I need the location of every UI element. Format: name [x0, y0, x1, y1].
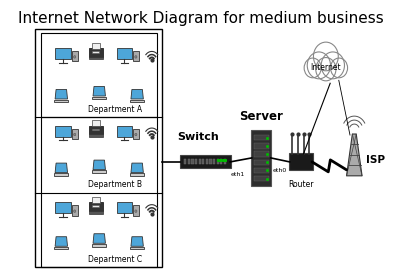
Polygon shape: [131, 163, 143, 173]
Text: eth0: eth0: [272, 168, 287, 173]
FancyBboxPatch shape: [130, 247, 144, 249]
Polygon shape: [55, 163, 67, 173]
FancyBboxPatch shape: [220, 159, 222, 164]
Circle shape: [73, 210, 75, 213]
Polygon shape: [93, 234, 105, 243]
FancyBboxPatch shape: [91, 197, 100, 203]
FancyBboxPatch shape: [130, 173, 144, 176]
Text: eth1: eth1: [230, 172, 245, 177]
FancyBboxPatch shape: [253, 168, 268, 173]
FancyBboxPatch shape: [55, 48, 71, 59]
FancyBboxPatch shape: [116, 48, 132, 59]
Text: Department C: Department C: [87, 255, 142, 264]
Polygon shape: [131, 89, 143, 99]
FancyBboxPatch shape: [213, 159, 215, 164]
Text: Internet: Internet: [310, 63, 340, 72]
Polygon shape: [55, 89, 67, 99]
Circle shape: [306, 52, 330, 79]
FancyBboxPatch shape: [92, 129, 99, 130]
FancyBboxPatch shape: [89, 57, 102, 59]
FancyBboxPatch shape: [253, 151, 268, 157]
FancyBboxPatch shape: [54, 247, 68, 249]
FancyBboxPatch shape: [71, 205, 77, 216]
Text: Internet Network Diagram for medium business: Internet Network Diagram for medium busi…: [18, 11, 383, 26]
Circle shape: [330, 58, 347, 78]
FancyBboxPatch shape: [133, 129, 138, 139]
FancyBboxPatch shape: [89, 134, 102, 137]
FancyBboxPatch shape: [133, 51, 138, 61]
FancyBboxPatch shape: [55, 202, 71, 213]
FancyBboxPatch shape: [91, 43, 100, 48]
Circle shape: [315, 58, 335, 81]
FancyBboxPatch shape: [71, 51, 77, 61]
Text: Router: Router: [288, 180, 313, 189]
FancyBboxPatch shape: [89, 126, 102, 134]
FancyBboxPatch shape: [184, 159, 186, 164]
Polygon shape: [93, 160, 105, 170]
Text: ISP: ISP: [365, 155, 385, 165]
FancyBboxPatch shape: [253, 176, 268, 181]
FancyBboxPatch shape: [216, 159, 218, 164]
Circle shape: [134, 210, 137, 213]
FancyBboxPatch shape: [92, 170, 106, 173]
FancyBboxPatch shape: [202, 159, 204, 164]
Circle shape: [73, 56, 75, 58]
Text: Department A: Department A: [87, 105, 142, 114]
FancyBboxPatch shape: [223, 159, 225, 164]
FancyBboxPatch shape: [253, 135, 268, 140]
FancyBboxPatch shape: [191, 159, 193, 164]
FancyBboxPatch shape: [92, 97, 106, 99]
FancyBboxPatch shape: [198, 159, 200, 164]
Polygon shape: [93, 87, 105, 96]
Circle shape: [73, 133, 75, 136]
FancyBboxPatch shape: [116, 202, 132, 213]
FancyBboxPatch shape: [89, 211, 102, 214]
FancyBboxPatch shape: [55, 125, 71, 137]
Text: Server: Server: [239, 110, 282, 123]
Polygon shape: [131, 237, 143, 246]
Circle shape: [134, 133, 137, 136]
FancyBboxPatch shape: [209, 159, 211, 164]
FancyBboxPatch shape: [54, 100, 68, 102]
FancyBboxPatch shape: [289, 153, 312, 170]
FancyBboxPatch shape: [91, 120, 100, 126]
FancyBboxPatch shape: [92, 51, 99, 53]
Polygon shape: [55, 237, 67, 246]
Circle shape: [320, 52, 344, 79]
FancyBboxPatch shape: [92, 244, 106, 246]
FancyBboxPatch shape: [54, 173, 68, 176]
FancyBboxPatch shape: [251, 130, 270, 186]
FancyBboxPatch shape: [187, 159, 190, 164]
FancyBboxPatch shape: [130, 100, 144, 102]
FancyBboxPatch shape: [194, 159, 197, 164]
FancyBboxPatch shape: [205, 159, 208, 164]
Circle shape: [313, 42, 337, 71]
FancyBboxPatch shape: [71, 129, 77, 139]
FancyBboxPatch shape: [179, 155, 230, 168]
FancyBboxPatch shape: [92, 205, 99, 207]
Polygon shape: [346, 134, 361, 176]
Text: Switch: Switch: [177, 132, 219, 142]
Text: Department B: Department B: [87, 180, 142, 189]
FancyBboxPatch shape: [253, 143, 268, 149]
FancyBboxPatch shape: [89, 202, 102, 211]
FancyBboxPatch shape: [116, 125, 132, 137]
Circle shape: [134, 56, 137, 58]
Circle shape: [304, 58, 320, 78]
FancyBboxPatch shape: [253, 160, 268, 165]
FancyBboxPatch shape: [133, 205, 138, 216]
FancyBboxPatch shape: [89, 48, 102, 57]
